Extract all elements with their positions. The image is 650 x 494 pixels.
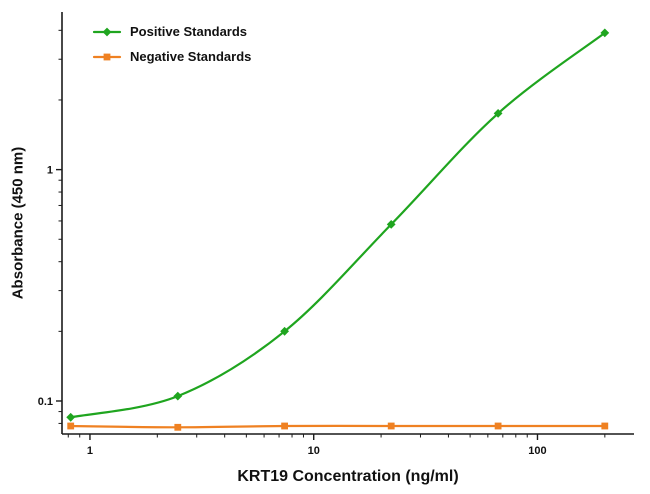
legend-item-positive-standards: Positive Standards bbox=[92, 24, 251, 39]
svg-text:1: 1 bbox=[47, 165, 53, 177]
svg-text:10: 10 bbox=[308, 445, 320, 457]
legend-label: Negative Standards bbox=[130, 49, 252, 64]
legend-marker-negative-icon bbox=[92, 53, 122, 60]
legend-item-negative-standards: Negative Standards bbox=[92, 49, 251, 64]
svg-text:0.1: 0.1 bbox=[38, 396, 53, 408]
x-axis-label: KRT19 Concentration (ng/ml) bbox=[237, 468, 459, 485]
legend-marker-positive-icon bbox=[92, 27, 122, 36]
legend: Positive Standards Negative Standards bbox=[92, 24, 251, 74]
svg-text:100: 100 bbox=[528, 445, 546, 457]
svg-text:1: 1 bbox=[87, 445, 93, 457]
legend-label: Positive Standards bbox=[130, 24, 248, 39]
y-axis-label: Absorbance (450 nm) bbox=[9, 146, 27, 300]
